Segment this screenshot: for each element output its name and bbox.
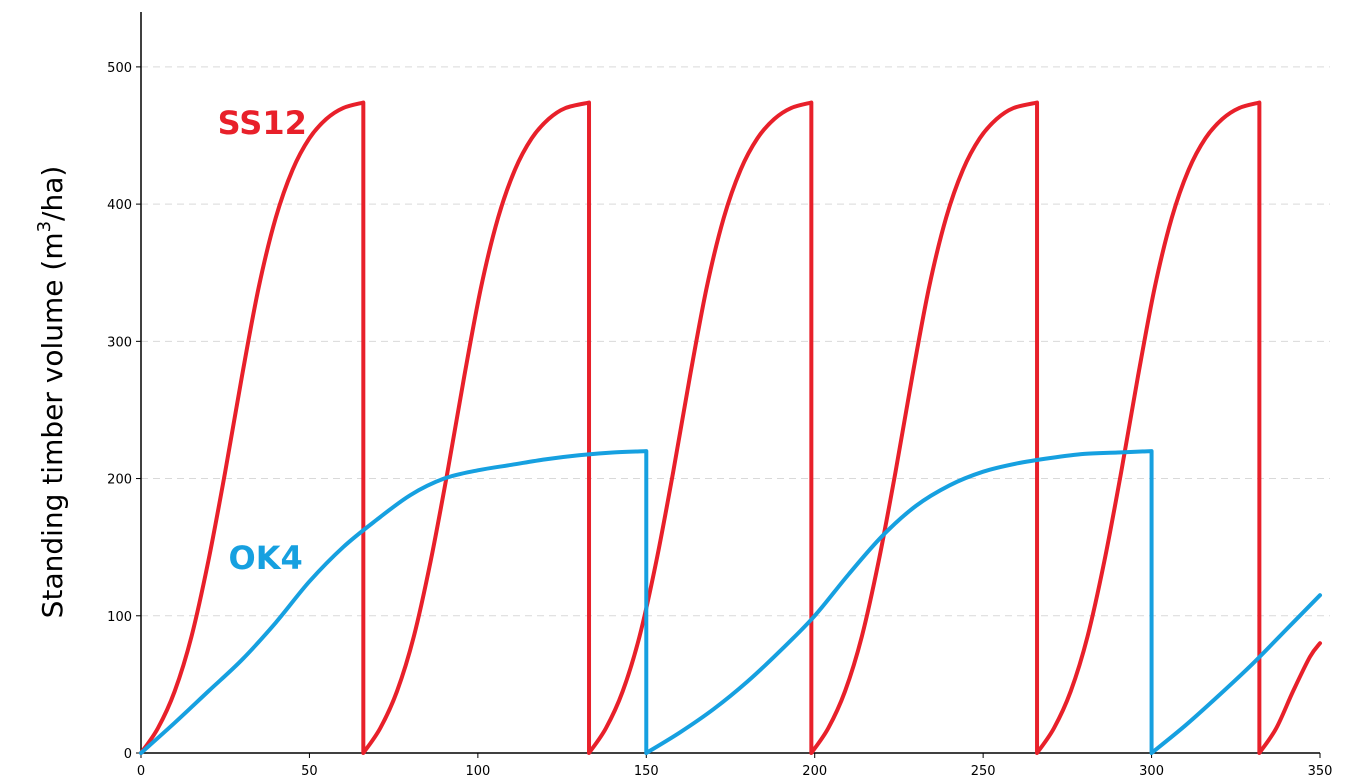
y-tick-label: 500 [107,61,132,76]
x-tick-labels: 0 50 100 150 200 250 300 350 [137,753,1333,779]
gridlines [141,66,1330,617]
x-tick-label: 50 [301,764,318,779]
series-line-ok4 [139,449,1322,755]
y-tick-label: 200 [107,473,132,488]
x-tick-label: 0 [137,764,145,779]
series-lines [139,100,1322,755]
y-tick-labels: 0 100 200 300 400 500 [107,61,141,762]
y-tick-label: 100 [107,610,132,625]
y-tick-label: 0 [124,747,132,762]
series-line-ss12 [139,100,1322,755]
y-tick-label: 400 [107,198,132,213]
axes [140,12,1320,754]
x-tick-label: 350 [1308,764,1333,779]
series-label-ok4: OK4 [229,539,303,577]
y-axis-label-suffix: /ha) [36,166,69,221]
x-tick-label: 100 [465,764,490,779]
y-axis-label-prefix: Standing timber volume (m [36,232,69,618]
series-annotations: SS12 OK4 [218,104,307,577]
series-label-ss12: SS12 [218,104,307,142]
y-axis-label-superscript: 3 [34,221,55,232]
x-tick-label: 300 [1139,764,1164,779]
y-tick-label: 300 [107,335,132,350]
x-tick-label: 200 [802,764,827,779]
x-tick-label: 250 [971,764,996,779]
x-tick-label: 150 [634,764,659,779]
y-axis-label: Standing timber volume (m3/ha) [34,166,69,619]
